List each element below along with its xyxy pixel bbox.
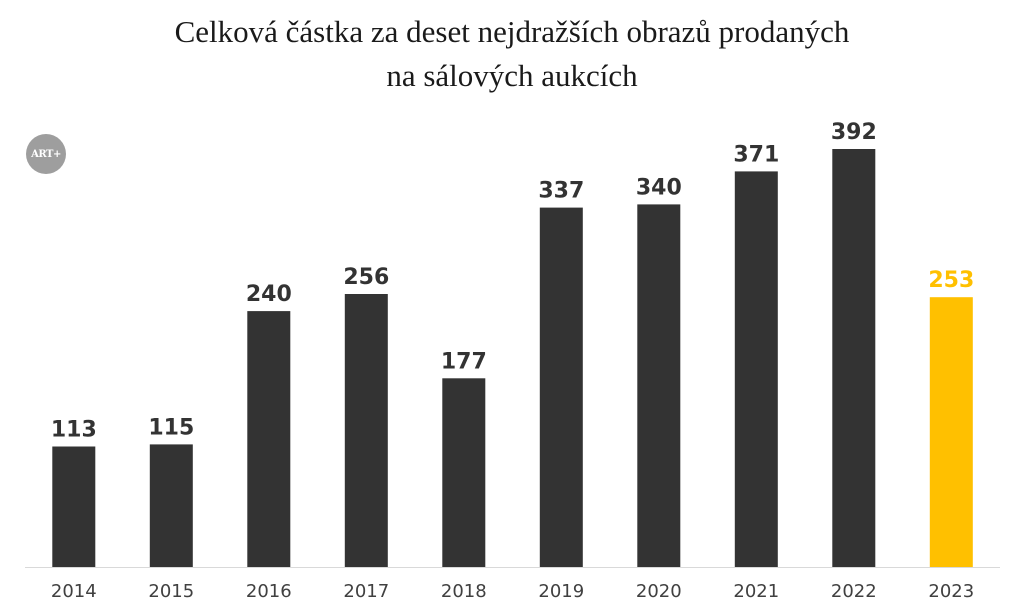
data-label-2015: 115 [148,415,194,440]
data-label-2019: 337 [538,179,584,204]
art-plus-logo: ART+ [26,134,66,174]
x-tick-label-2015: 2015 [148,581,194,602]
data-label-2014: 113 [51,418,97,443]
x-tick-label-2023: 2023 [928,581,974,602]
x-tick-label-2020: 2020 [636,581,682,602]
data-label-2021: 371 [733,142,779,167]
bar-2022 [832,149,876,567]
x-tick-label-2021: 2021 [733,581,779,602]
bar-2021 [734,171,778,567]
x-tick-label-2017: 2017 [343,581,389,602]
bar-2014 [52,446,96,567]
data-label-2023: 253 [928,268,974,293]
bar-2023 [929,297,973,567]
x-tick-label-2019: 2019 [538,581,584,602]
bar-2018 [442,378,486,567]
bar-2020 [637,204,681,567]
data-label-2022: 392 [831,120,877,145]
data-label-2020: 340 [636,175,682,200]
chart-title: Celková částka za deset nejdražších obra… [0,10,1024,98]
bar-2017 [344,294,388,567]
x-tick-label-2016: 2016 [246,581,292,602]
x-tick-label-2022: 2022 [831,581,877,602]
data-label-2016: 240 [246,282,292,307]
bar-2016 [247,311,291,567]
x-tick-label-2018: 2018 [441,581,487,602]
data-label-2017: 256 [343,265,389,290]
chart-title-line-1: Celková částka za deset nejdražších obra… [174,14,850,49]
bar-2019 [539,207,583,567]
bar-2015 [149,444,193,567]
x-tick-label-2014: 2014 [51,581,97,602]
chart-title-line-2: na sálových aukcích [386,58,638,93]
data-label-2018: 177 [441,349,487,374]
